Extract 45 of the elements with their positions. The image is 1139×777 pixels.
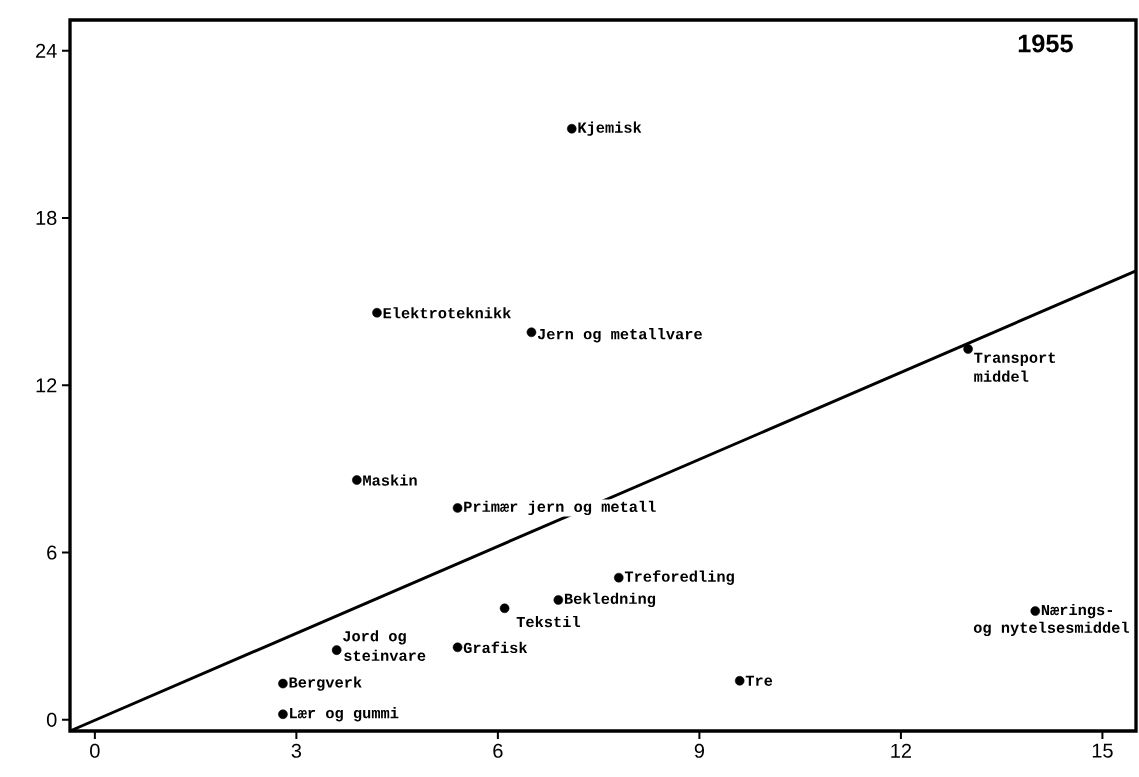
x-tick-label: 15	[1092, 743, 1113, 758]
x-tick-label: 12	[891, 743, 912, 758]
y-tick-label: 24	[36, 43, 57, 58]
annotation: Primær jern og metall	[464, 500, 656, 516]
point	[452, 503, 463, 513]
x-tick-label: 6	[493, 743, 503, 758]
annotation: Jern og metallvare	[537, 328, 702, 343]
x-tick-label: 0	[90, 743, 100, 758]
point	[372, 307, 382, 318]
annotation: Kjemisk	[578, 121, 642, 136]
point	[352, 475, 362, 485]
point	[499, 603, 510, 614]
annotation: Jord og	[343, 630, 406, 645]
annotation: Nærings-	[1041, 603, 1113, 619]
y-tick-label: 0	[46, 712, 57, 727]
annotation: Tekstil	[516, 615, 580, 628]
x-tick-label: 9	[694, 743, 704, 758]
point	[553, 595, 564, 605]
y-tick-label: 6	[47, 545, 57, 560]
point	[963, 344, 973, 354]
point	[331, 645, 342, 655]
annotation: middel	[974, 370, 1029, 382]
point	[734, 676, 745, 686]
annotation: Transport	[974, 352, 1056, 366]
annotation: og nytelsesmiddel	[973, 621, 1130, 637]
point	[452, 642, 463, 653]
annotation: Grafisk	[463, 641, 528, 654]
annotation: Bekledning	[564, 592, 656, 608]
annotation: Treforedling	[624, 570, 734, 585]
point	[278, 709, 288, 720]
annotation: steinvare	[344, 649, 426, 661]
annotation: Bergverk	[289, 676, 362, 691]
point	[614, 572, 624, 583]
annotation: Tre	[745, 675, 773, 686]
point	[278, 678, 288, 689]
point	[526, 327, 537, 338]
point	[566, 123, 577, 134]
y-tick-label: 18	[36, 210, 57, 226]
y-tick-label: 12	[36, 378, 57, 393]
x-tick-label: 3	[291, 743, 302, 758]
point	[1030, 606, 1041, 616]
chart-title: 1955	[1018, 34, 1073, 53]
annotation: Lær og gummi	[290, 707, 399, 722]
annotation: Maskin	[363, 474, 417, 486]
annotation: Elektroteknikk	[383, 307, 511, 319]
